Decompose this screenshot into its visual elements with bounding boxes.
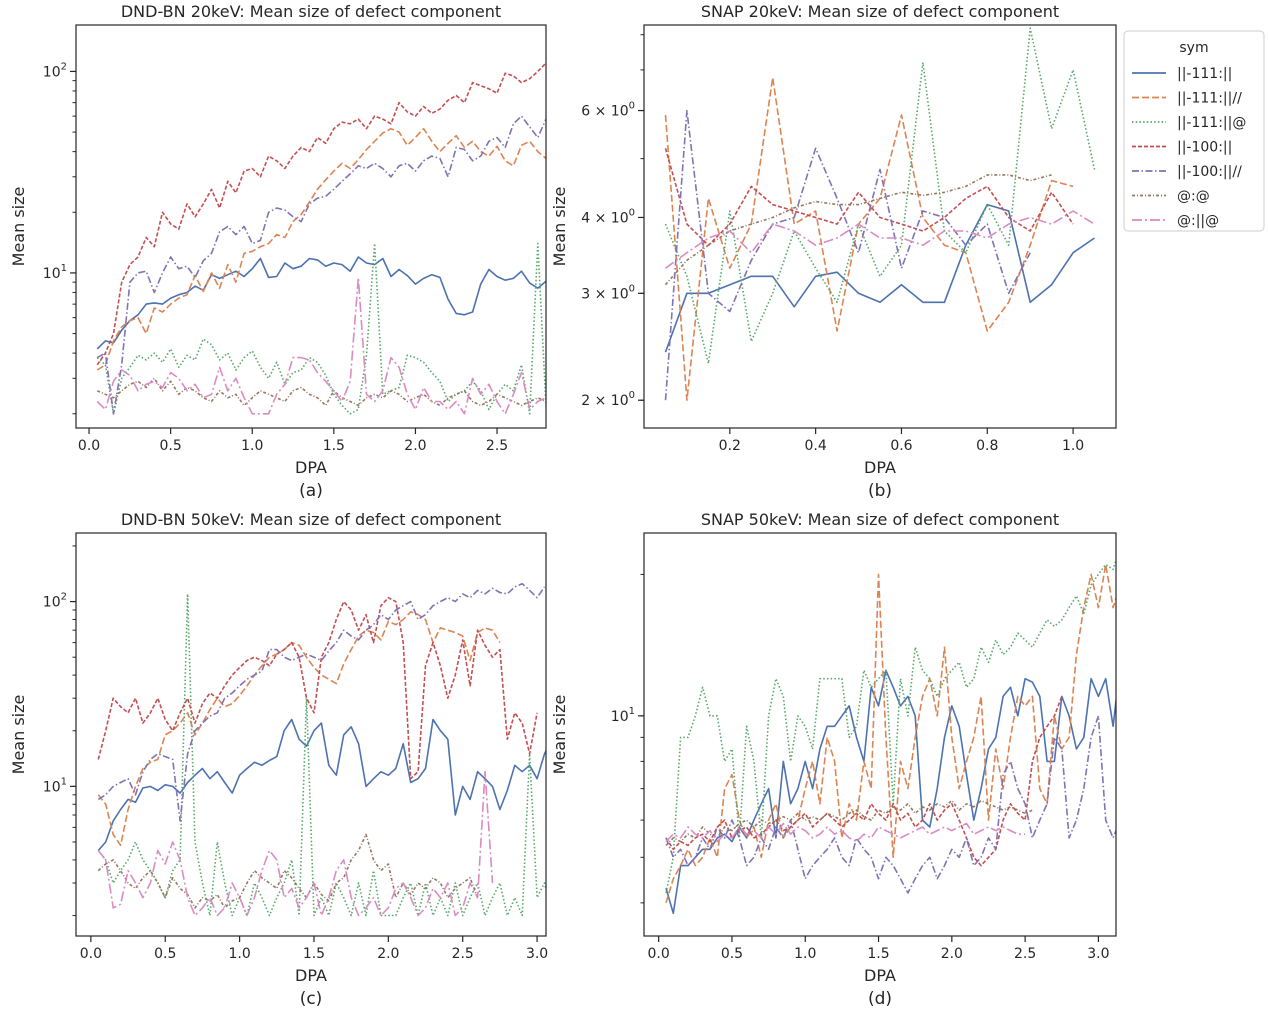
- y-axis-label: Mean size: [9, 187, 28, 267]
- panel-2: 0.2 0.4 0.6 0.8 1.0 2 × 100 3 × 100 4 × 100 6 × …: [550, 2, 1117, 501]
- legend-entry-label: ||-111:||//: [1177, 91, 1242, 107]
- x-tick-label: 1.5: [323, 438, 345, 454]
- series-line-5: [97, 582, 546, 822]
- x-axis-label: DPA: [295, 458, 327, 477]
- series-line-1: [96, 256, 546, 350]
- series-line-1: [664, 203, 1095, 353]
- series-line-6: [96, 377, 546, 407]
- x-tick-label: 2.0: [941, 946, 963, 962]
- x-tick-label: 0.5: [721, 946, 743, 962]
- legend-entry-label: ||-111:||@: [1177, 115, 1246, 131]
- x-tick-label: 2.5: [1014, 946, 1036, 962]
- series-line-7: [96, 276, 546, 415]
- x-tick-label: 0.0: [648, 946, 670, 962]
- x-tick-label: 1.5: [867, 946, 889, 962]
- series-line-7: [665, 822, 1026, 843]
- y-axis-label: Mean size: [9, 695, 28, 775]
- chart-title: DND-BN 50keV: Mean size of defect compon…: [121, 510, 501, 529]
- y-axis-label: Mean size: [550, 187, 569, 267]
- x-tick-label: 0.0: [78, 438, 100, 454]
- x-tick-label: 3.0: [526, 946, 548, 962]
- x-tick-label: 1.0: [794, 946, 816, 962]
- legend-entry-label: ||-100:||//: [1177, 164, 1242, 180]
- x-tick-label: 2.0: [404, 438, 426, 454]
- y-tick-label: 4 × 100: [581, 207, 635, 226]
- x-tick-label: 2.0: [377, 946, 399, 962]
- legend-entry-label: ||-100:||: [1177, 140, 1232, 156]
- series-line-6: [664, 174, 1052, 286]
- y-tick-label: 2 × 100: [581, 390, 635, 409]
- x-tick-label: 2.5: [486, 438, 508, 454]
- legend-entry-label: ||-111:||: [1177, 66, 1232, 82]
- series-line-2: [665, 563, 1116, 904]
- x-tick-label: 0.5: [154, 946, 176, 962]
- panel-caption: (c): [300, 989, 323, 1009]
- panel-caption: (d): [868, 989, 892, 1009]
- x-tick-label: 0.6: [890, 438, 912, 454]
- panel-caption: (b): [868, 481, 892, 501]
- x-tick-label: 0.2: [719, 438, 741, 454]
- x-tick-label: 3.0: [1087, 946, 1109, 962]
- x-axis-label: DPA: [295, 966, 327, 985]
- legend-title: sym: [1179, 40, 1208, 56]
- x-tick-label: 0.5: [160, 438, 182, 454]
- series-line-5: [665, 715, 1116, 894]
- x-axis-label: DPA: [864, 966, 896, 985]
- panel-caption: (a): [299, 481, 323, 501]
- series-line-2: [664, 76, 1074, 402]
- series-line-4: [96, 62, 546, 366]
- series-line-6: [97, 833, 479, 909]
- legend-entry-label: @:||@: [1177, 213, 1219, 229]
- x-tick-label: 1.5: [303, 946, 325, 962]
- series-line-1: [665, 669, 1116, 915]
- y-tick-label: 3 × 100: [581, 283, 635, 302]
- series-line-1: [97, 718, 546, 852]
- x-tick-label: 2.5: [452, 946, 474, 962]
- x-tick-label: 0.4: [805, 438, 827, 454]
- series-line-5: [664, 109, 1031, 401]
- legend-entry-label: @:@: [1177, 189, 1210, 205]
- y-tick-label: 101: [43, 776, 67, 795]
- chart-title: SNAP 50keV: Mean size of defect componen…: [701, 510, 1059, 529]
- plot-frame: [643, 24, 1117, 429]
- y-tick-label: 101: [611, 706, 635, 725]
- panel-3: 0.0 0.5 1.0 1.5 2.0 2.5 3.0 101 102 DND-BN 50keV:…: [9, 510, 548, 1009]
- series-line-7: [97, 770, 494, 917]
- panel-1: 0.0 0.5 1.0 1.5 2.0 2.5 101 102 DND-BN 20keV: Me…: [9, 2, 547, 501]
- y-tick-label: 6 × 100: [581, 101, 635, 120]
- y-tick-label: 101: [43, 263, 67, 282]
- y-tick-label: 102: [43, 61, 67, 80]
- series-line-6: [665, 799, 1033, 846]
- x-tick-label: 1.0: [1062, 438, 1084, 454]
- plot-frame: [75, 24, 547, 429]
- series-line-3: [96, 242, 546, 415]
- x-tick-label: 1.0: [228, 946, 250, 962]
- legend: sym ||-111:|| ||-111:||// ||-111:||@ ||-100:…: [1123, 30, 1265, 232]
- plot-frame: [75, 532, 547, 937]
- series-line-3: [664, 27, 1096, 365]
- legend-box: [1123, 30, 1265, 232]
- y-axis-label: Mean size: [550, 695, 569, 775]
- plot-frame: [643, 532, 1117, 937]
- x-tick-label: 1.0: [241, 438, 263, 454]
- x-tick-label: 0.8: [976, 438, 998, 454]
- series-line-7: [665, 210, 1095, 269]
- chart-title: SNAP 20keV: Mean size of defect componen…: [701, 2, 1059, 21]
- series-line-4: [664, 148, 1074, 246]
- series-line-5: [96, 115, 546, 415]
- x-axis-label: DPA: [864, 458, 896, 477]
- y-tick-label: 102: [43, 592, 67, 611]
- series-line-2: [96, 127, 546, 371]
- panel-4: 0.0 0.5 1.0 1.5 2.0 2.5 3.0 101 SNAP 50keV: Mean…: [550, 510, 1117, 1009]
- x-tick-label: 0.0: [80, 946, 102, 962]
- chart-title: DND-BN 20keV: Mean size of defect compon…: [121, 2, 501, 21]
- series-line-4: [97, 596, 538, 780]
